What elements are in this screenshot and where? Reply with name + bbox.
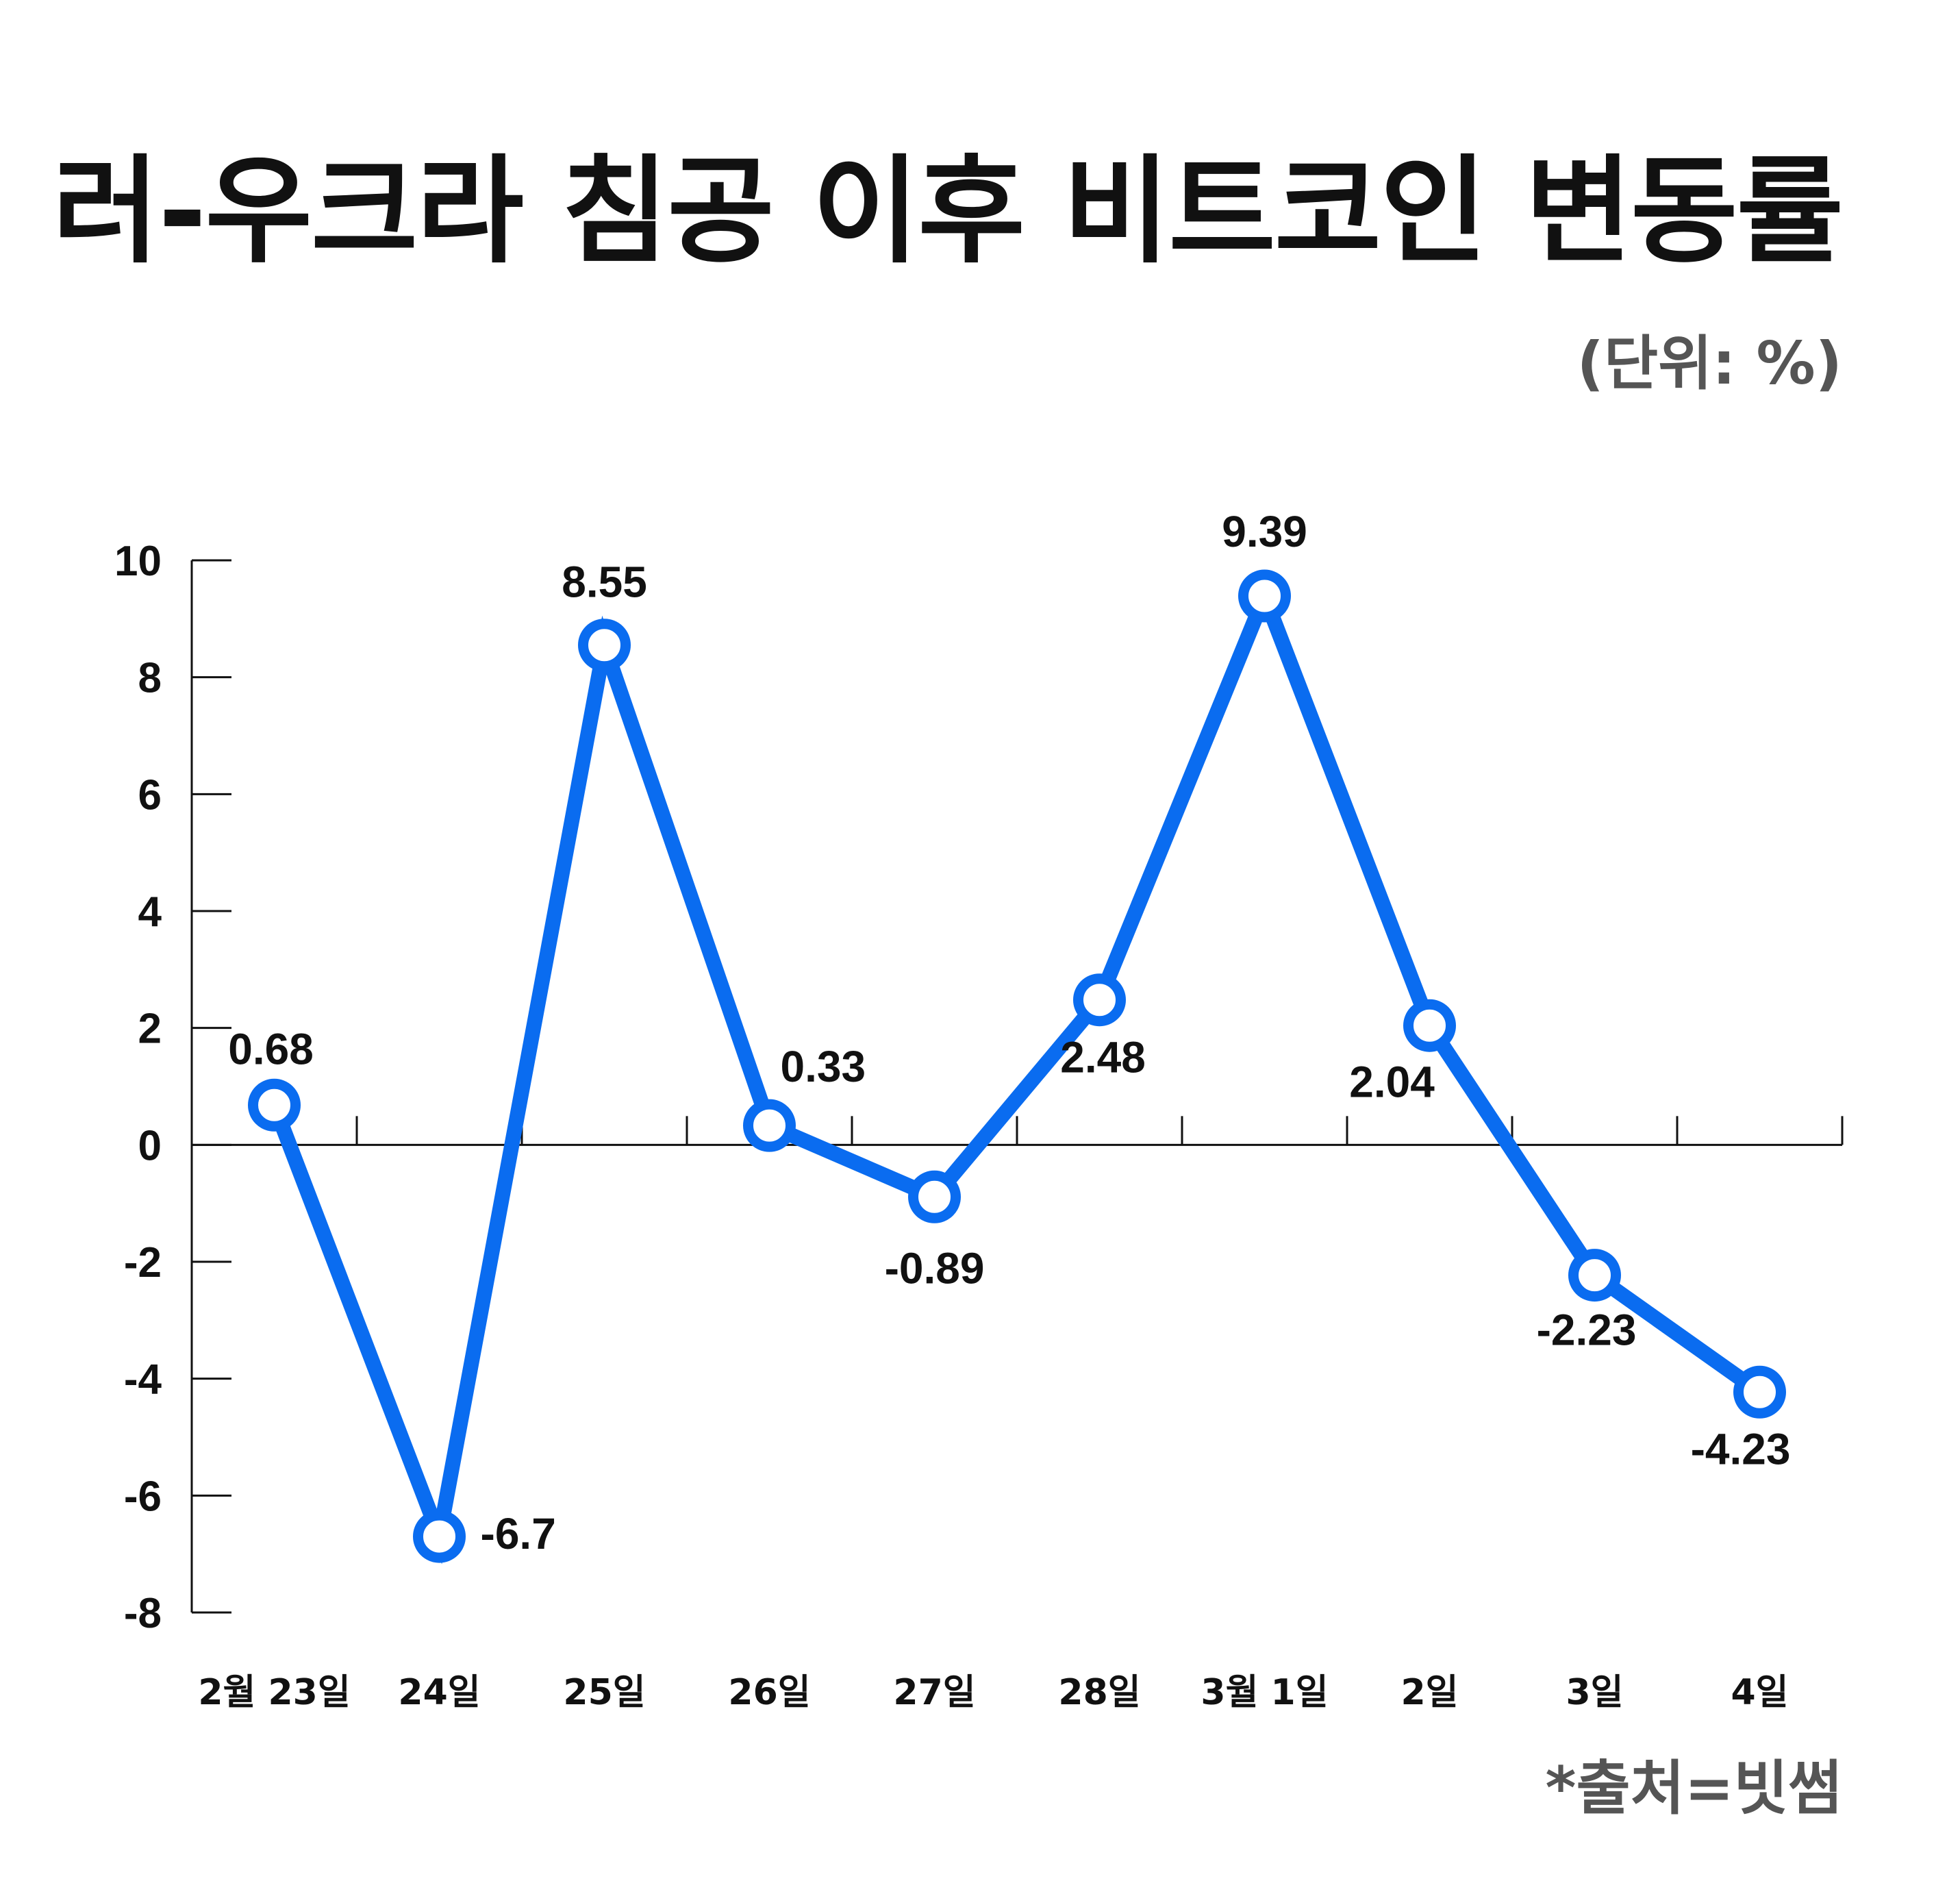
data-labels: 0.68 -6.7 8.55 0.33 -0.89 2.48 9.39 2.04 -2.23 -4… <box>228 507 1790 1558</box>
y-tick-label: 6 <box>138 771 162 819</box>
series-path <box>266 575 1768 1565</box>
chart-title: 러-우크라 침공 이후 비트코인 변동률 <box>52 144 1844 279</box>
y-axis-ticks: 10 8 6 4 2 0 -2 -4 -6 -8 <box>114 538 231 1637</box>
data-point <box>1403 999 1456 1052</box>
x-tick-label: 3일 <box>1566 1672 1623 1713</box>
data-points <box>248 569 1786 1563</box>
x-tick-label: 27일 <box>893 1672 975 1713</box>
source-label: *출처=빗썸 <box>1545 1754 1842 1823</box>
y-tick-label: 2 <box>138 1006 162 1053</box>
data-point <box>1238 569 1291 623</box>
data-label: 8.55 <box>562 558 647 607</box>
x-axis-ticks: 2월 23일 24일 25일 26일 27일 28일 3월 1일 2일 3일 4일 <box>198 1116 1844 1713</box>
data-label: -2.23 <box>1537 1306 1637 1355</box>
data-point <box>743 1099 796 1152</box>
x-tick-label: 24일 <box>398 1672 480 1713</box>
data-point <box>413 1510 466 1563</box>
y-tick-label: -2 <box>124 1239 162 1286</box>
y-tick-label: -4 <box>124 1356 162 1404</box>
y-tick-label: 0 <box>138 1122 162 1169</box>
x-tick-label: 28일 <box>1058 1672 1140 1713</box>
data-label: 2.48 <box>1060 1033 1146 1082</box>
data-point <box>908 1170 961 1223</box>
x-tick-label: 25일 <box>563 1672 645 1713</box>
y-tick-label: -6 <box>124 1473 162 1520</box>
data-point <box>1073 973 1126 1027</box>
data-label: 0.33 <box>781 1042 866 1091</box>
data-label: 0.68 <box>228 1024 314 1073</box>
x-tick-label: 3월 1일 <box>1201 1672 1328 1713</box>
data-point <box>1568 1249 1621 1302</box>
unit-label: (단위: %) <box>1576 329 1842 398</box>
chart-axes <box>190 560 1842 1612</box>
data-label: -6.7 <box>481 1509 556 1558</box>
data-label: 2.04 <box>1349 1057 1435 1106</box>
data-point <box>248 1078 301 1132</box>
data-label: -4.23 <box>1691 1424 1791 1473</box>
data-point <box>1733 1365 1786 1419</box>
x-tick-label: 26일 <box>728 1672 810 1713</box>
data-label: 9.39 <box>1222 507 1307 556</box>
series-line <box>266 575 1768 1565</box>
data-point <box>578 619 631 672</box>
data-label: -0.89 <box>885 1243 985 1293</box>
y-tick-label: 4 <box>138 888 162 936</box>
y-tick-label: -8 <box>124 1590 162 1637</box>
x-tick-label: 4일 <box>1731 1672 1788 1713</box>
x-tick-label: 2일 <box>1400 1672 1458 1713</box>
y-tick-label: 8 <box>138 655 162 702</box>
y-tick-label: 10 <box>114 538 162 585</box>
x-tick-label: 2월 23일 <box>198 1672 350 1713</box>
